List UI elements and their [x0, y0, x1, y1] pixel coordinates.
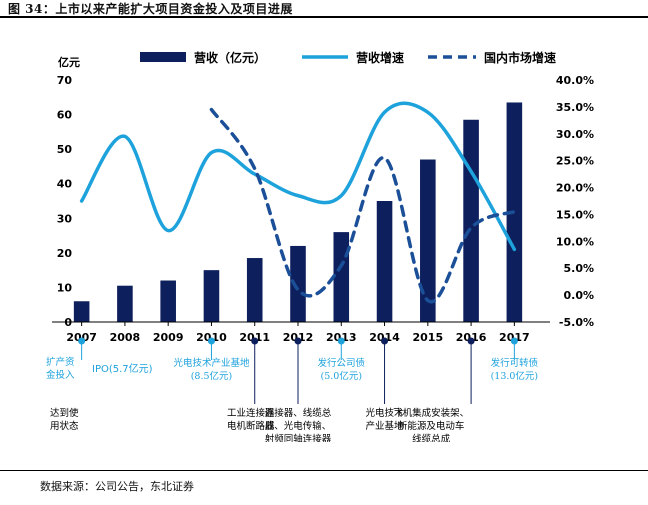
annotation-funding-text: 发行可转债: [491, 357, 539, 369]
annotation-project-text: 新能源及电动车: [398, 420, 465, 432]
bar-2012: [290, 245, 306, 322]
y-right-tick-label: 15.0%: [556, 208, 594, 221]
y-right-tick-label: -5.0%: [559, 316, 594, 329]
y-right-tick-label: 5.0%: [563, 262, 594, 275]
bar-2011: [246, 258, 263, 322]
y-left-tick-label: 60: [57, 109, 73, 122]
axes: 2007200820092010201120122013201420152016…: [52, 55, 594, 344]
line-series-0: [79, 101, 517, 252]
chart-svg: 2007200820092010201120122013201420152016…: [46, 50, 594, 445]
y-right-tick-label: 30.0%: [556, 128, 594, 141]
y-right-tick-label: 20.0%: [556, 182, 594, 195]
annotation-funding-label: 扩产资: [46, 356, 75, 368]
bar-2013: [333, 232, 350, 322]
x-tick-label: 2016: [456, 331, 487, 344]
annotation-project-text: 线缆总成: [412, 433, 451, 442]
annotation-project-text: 工业连接器: [227, 407, 275, 419]
bar-2008: [117, 285, 133, 322]
legend-label: 国内市场增速: [484, 50, 556, 65]
bar-2010: [203, 270, 220, 322]
bar-2015: [420, 159, 436, 322]
legend-label: 营收增速: [356, 50, 404, 65]
y-left-tick-label: 40: [57, 178, 73, 191]
x-tick-label: 2011: [239, 331, 270, 344]
annotation-project-text: 成、光电传输、: [265, 420, 332, 432]
bar-2007: [73, 301, 90, 322]
y-left-tick-label: 0: [64, 316, 72, 329]
annotation-funding-text: 光电技术产业基地: [173, 357, 250, 369]
bar-series: [73, 102, 523, 322]
y-right-tick-label: 40.0%: [556, 74, 594, 87]
y-left-tick-label: 70: [57, 74, 73, 87]
legend-swatch-bar: [140, 52, 186, 62]
y-right-tick-label: 10.0%: [556, 235, 594, 248]
annotation-funding-text: 发行公司债: [318, 357, 366, 369]
annotation-project-text: 飞机集成安装架、: [393, 407, 469, 419]
annotation-ipo-amount: IPO(5.7亿元): [92, 362, 153, 375]
y-left-tick-label: 50: [57, 143, 73, 156]
y-right-tick-label: 35.0%: [556, 101, 594, 114]
annotation-project-text: 产业基地: [366, 420, 405, 432]
bar-2009: [160, 280, 176, 322]
y-right-tick-label: 0.0%: [563, 289, 594, 302]
legend: 营收（亿元） 营收增速 国内市场增速: [140, 50, 556, 65]
x-tick-label: 2007: [66, 331, 97, 344]
footer-rule: [0, 470, 648, 471]
annotation-project-text: 连接器、线缆总: [265, 407, 332, 419]
annotation-funding-text: (8.5亿元): [191, 370, 233, 382]
x-tick-label: 2015: [413, 331, 444, 344]
bar-2014: [376, 201, 393, 322]
annotation-project-text: 电机断路器: [227, 420, 275, 432]
x-tick-label: 2010: [196, 331, 227, 344]
chart-panel: 2007200820092010201120122013201420152016…: [44, 30, 604, 445]
annotation-status-label: 达到使: [50, 407, 79, 419]
line-series-1: [209, 107, 517, 304]
x-tick-label: 2014: [369, 331, 400, 344]
y-left-axis-label: 亿元: [58, 55, 80, 69]
legend-label: 营收（亿元）: [194, 50, 266, 65]
annotation-status-label: 用状态: [50, 420, 79, 432]
annotation-project-text: 射频同轴连接器: [265, 433, 332, 442]
caption-rule: [0, 16, 648, 18]
annotation-funding-text: (13.0亿元): [491, 370, 539, 382]
y-left-tick-label: 10: [57, 281, 73, 294]
x-tick-label: 2009: [153, 331, 184, 344]
bar-2016: [463, 119, 479, 322]
x-tick-label: 2008: [110, 331, 141, 344]
y-left-tick-label: 30: [57, 212, 73, 225]
source-note: 数据来源：公司公告，东北证券: [40, 480, 194, 493]
y-left-tick-label: 20: [57, 247, 73, 260]
line-series: [79, 101, 517, 304]
annotation-funding-text: (5.0亿元): [321, 370, 363, 382]
y-right-tick-label: 25.0%: [556, 155, 594, 168]
figure-caption: 图 34：上市以来产能扩大项目资金投入及项目进展: [8, 2, 293, 16]
annotation-project-text: 光电技术: [366, 407, 405, 419]
annotation-funding-label: 金投入: [46, 369, 75, 381]
timeline: 扩产资金投入IPO(5.7亿元)光电技术产业基地(8.5亿元)发行公司债(5.0…: [46, 337, 539, 445]
